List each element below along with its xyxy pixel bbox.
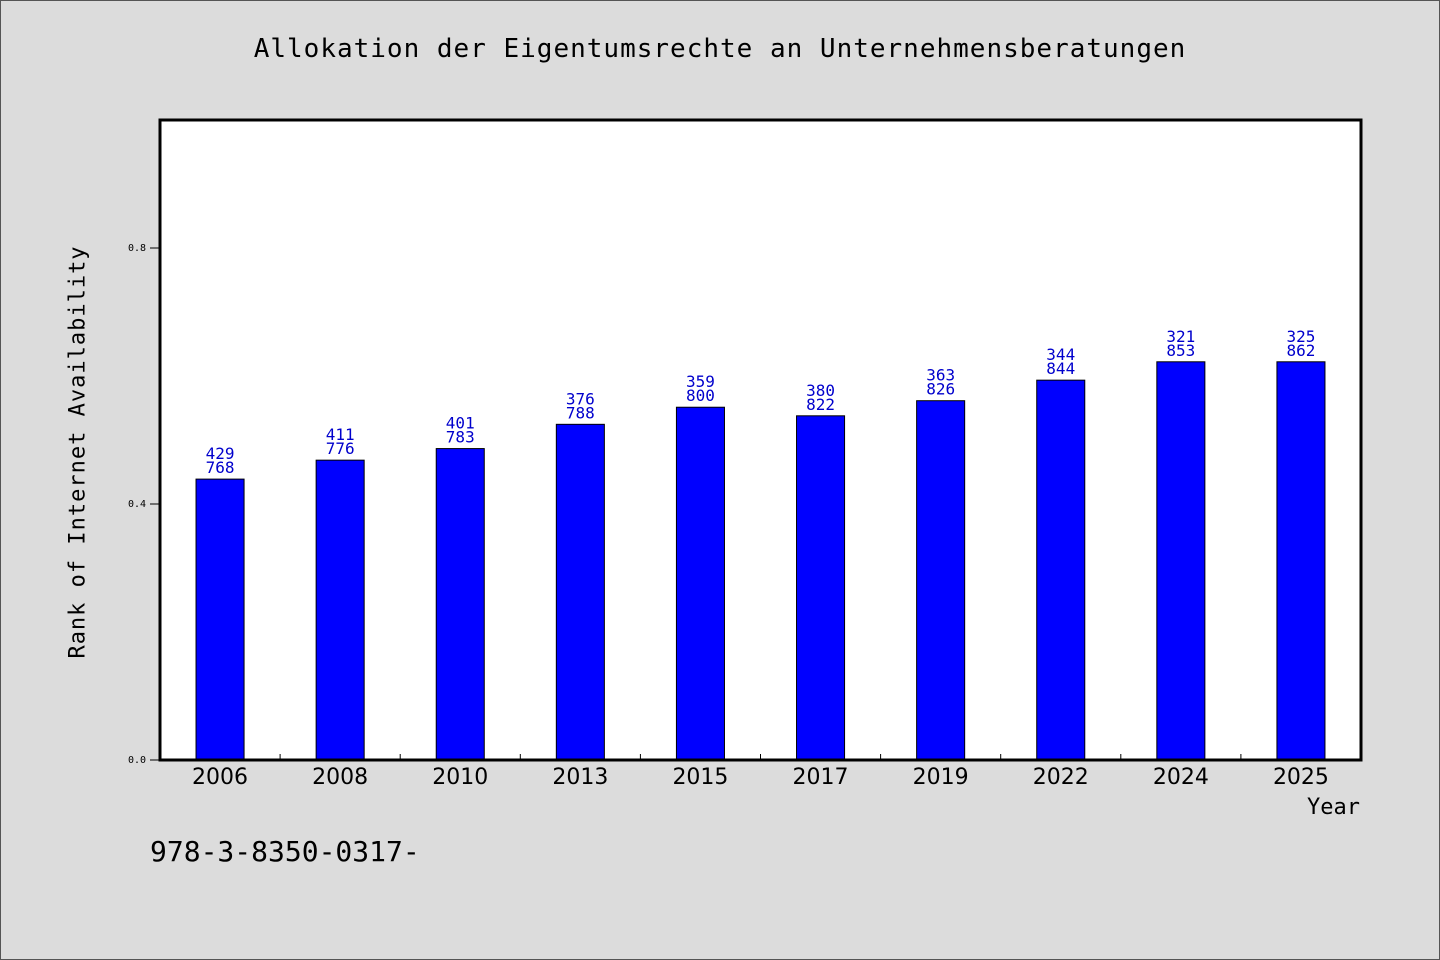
x-axis-label: Year xyxy=(1307,795,1360,820)
bar-2025 xyxy=(1276,361,1326,761)
bar-2022 xyxy=(1036,379,1086,761)
bar-2017 xyxy=(796,415,846,761)
x-tick-label-2025: 2025 xyxy=(1273,765,1329,790)
bar-2019 xyxy=(916,400,966,761)
x-tick-label-2019: 2019 xyxy=(913,765,969,790)
x-tick-label-2013: 2013 xyxy=(552,765,608,790)
bar-label-2010: 401 783 xyxy=(446,414,475,447)
y-tick-label: 0.4 xyxy=(128,499,146,510)
bar-label-2017: 380 822 xyxy=(806,381,835,414)
bar-label-2015: 359 800 xyxy=(686,372,715,405)
bar-label-2008: 411 776 xyxy=(326,425,355,458)
bar-label-2024: 321 853 xyxy=(1166,327,1195,360)
x-tick-label-2022: 2022 xyxy=(1033,765,1089,790)
bar-2008 xyxy=(315,459,365,761)
bar-label-2019: 363 826 xyxy=(926,366,955,399)
bar-label-2022: 344 844 xyxy=(1046,345,1075,378)
bar-2024 xyxy=(1156,361,1206,761)
x-tick-label-2024: 2024 xyxy=(1153,765,1209,790)
bar-label-2013: 376 788 xyxy=(566,389,595,422)
bar-2015 xyxy=(675,406,725,761)
y-tick-label: 0.8 xyxy=(128,243,146,254)
x-tick-label-2015: 2015 xyxy=(672,765,728,790)
footnote-text: 978-3-8350-0317- xyxy=(150,835,420,868)
bar-label-2006: 429 768 xyxy=(206,444,235,477)
bar-label-2025: 325 862 xyxy=(1286,327,1315,360)
bar-2013 xyxy=(555,423,605,761)
plot-border xyxy=(158,118,1363,762)
y-tick-label: 0.0 xyxy=(128,755,146,766)
chart-title: Allokation der Eigentumsrechte an Untern… xyxy=(253,34,1187,64)
bar-2010 xyxy=(435,448,485,761)
x-tick-label-2008: 2008 xyxy=(312,765,368,790)
x-tick-label-2017: 2017 xyxy=(793,765,849,790)
bar-2006 xyxy=(195,478,245,761)
x-tick-label-2006: 2006 xyxy=(192,765,248,790)
x-tick-label-2010: 2010 xyxy=(432,765,488,790)
